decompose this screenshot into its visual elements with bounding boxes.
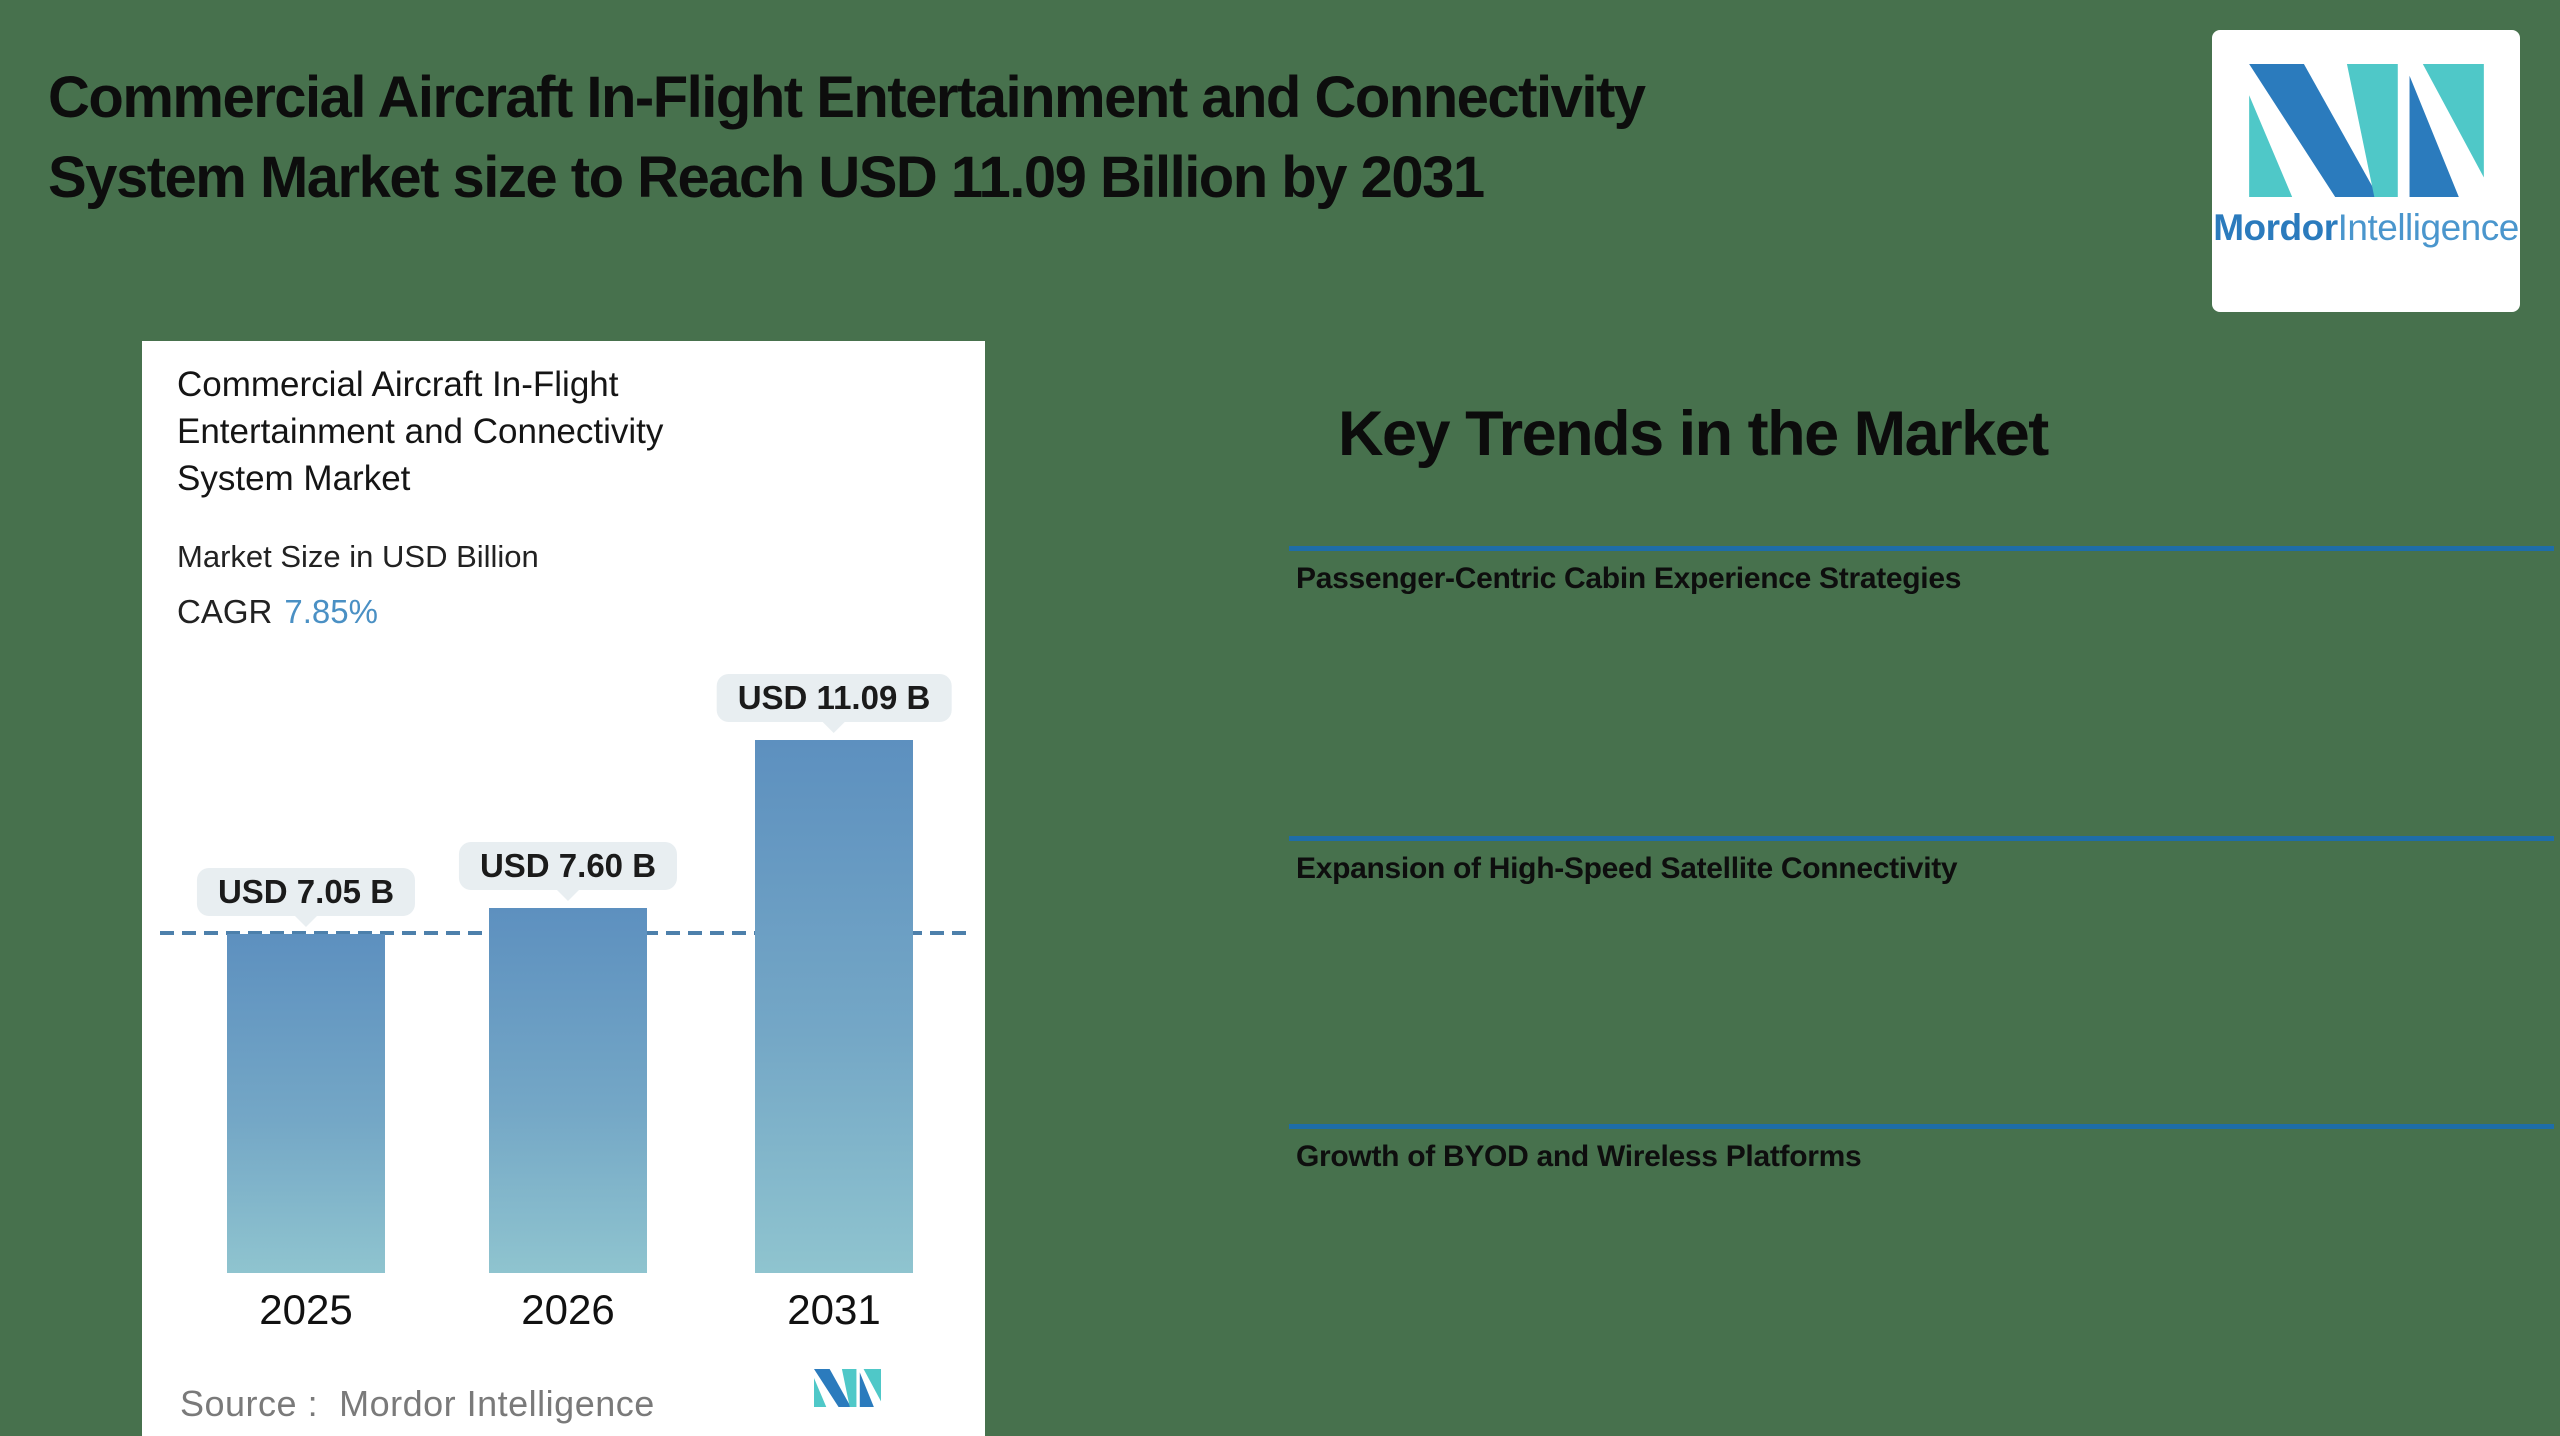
chart-title-line-1: Commercial Aircraft In-Flight [177, 365, 619, 404]
bar-2031 [755, 740, 913, 1273]
cagr-row: CAGR 7.85% [177, 593, 378, 631]
trend-item-2: Expansion of High-Speed Satellite Connec… [1296, 852, 1958, 885]
bar-year-label-2031: 2031 [787, 1286, 881, 1333]
chart-subtitle: Market Size in USD Billion [177, 539, 539, 574]
bar-2026 [489, 908, 647, 1273]
key-trends-heading: Key Trends in the Market [1338, 399, 2049, 469]
brand-name-mordor: Mordor [2213, 207, 2338, 248]
chart-title: Commercial Aircraft In-Flight Entertainm… [177, 361, 663, 502]
mordor-m-icon-small [814, 1369, 881, 1407]
chart-title-line-2: Entertainment and Connectivity [177, 412, 664, 451]
mordor-m-icon [2248, 64, 2484, 197]
bar-value-bubble-2031: USD 11.09 B [716, 674, 952, 722]
trend-item-3: Growth of BYOD and Wireless Platforms [1296, 1140, 1862, 1173]
source-value: Mordor Intelligence [339, 1383, 655, 1424]
page-title: Commercial Aircraft In-Flight Entertainm… [48, 58, 1646, 218]
trend-divider-3 [1289, 1124, 2554, 1129]
bar-chart-plot: USD 7.05 B USD 7.60 B USD 11.09 B [142, 341, 985, 1273]
market-chart-card: Commercial Aircraft In-Flight Entertainm… [142, 341, 985, 1436]
source-row: Source : Mordor Intelligence [180, 1383, 655, 1425]
trend-item-1: Passenger-Centric Cabin Experience Strat… [1296, 562, 1962, 595]
bar-year-label-2025: 2025 [259, 1286, 353, 1333]
chart-title-line-3: System Market [177, 459, 411, 498]
brand-wordmark: MordorIntelligence [2213, 207, 2519, 249]
brand-name-intelligence: Intelligence [2337, 207, 2520, 248]
mordor-intelligence-logo: MordorIntelligence [2212, 30, 2520, 312]
cagr-value: 7.85% [284, 593, 378, 630]
bar-year-label-2026: 2026 [521, 1286, 615, 1333]
bar-value-bubble-2026: USD 7.60 B [458, 842, 678, 890]
bar-value-bubble-2025: USD 7.05 B [196, 868, 416, 916]
bar-2025 [227, 934, 385, 1273]
cagr-label: CAGR [177, 593, 273, 630]
trend-divider-1 [1289, 546, 2554, 551]
page-title-line-2: System Market size to Reach USD 11.09 Bi… [48, 145, 1485, 210]
trend-divider-2 [1289, 836, 2554, 841]
page-title-line-1: Commercial Aircraft In-Flight Entertainm… [48, 65, 1646, 130]
source-label: Source : [180, 1383, 319, 1424]
